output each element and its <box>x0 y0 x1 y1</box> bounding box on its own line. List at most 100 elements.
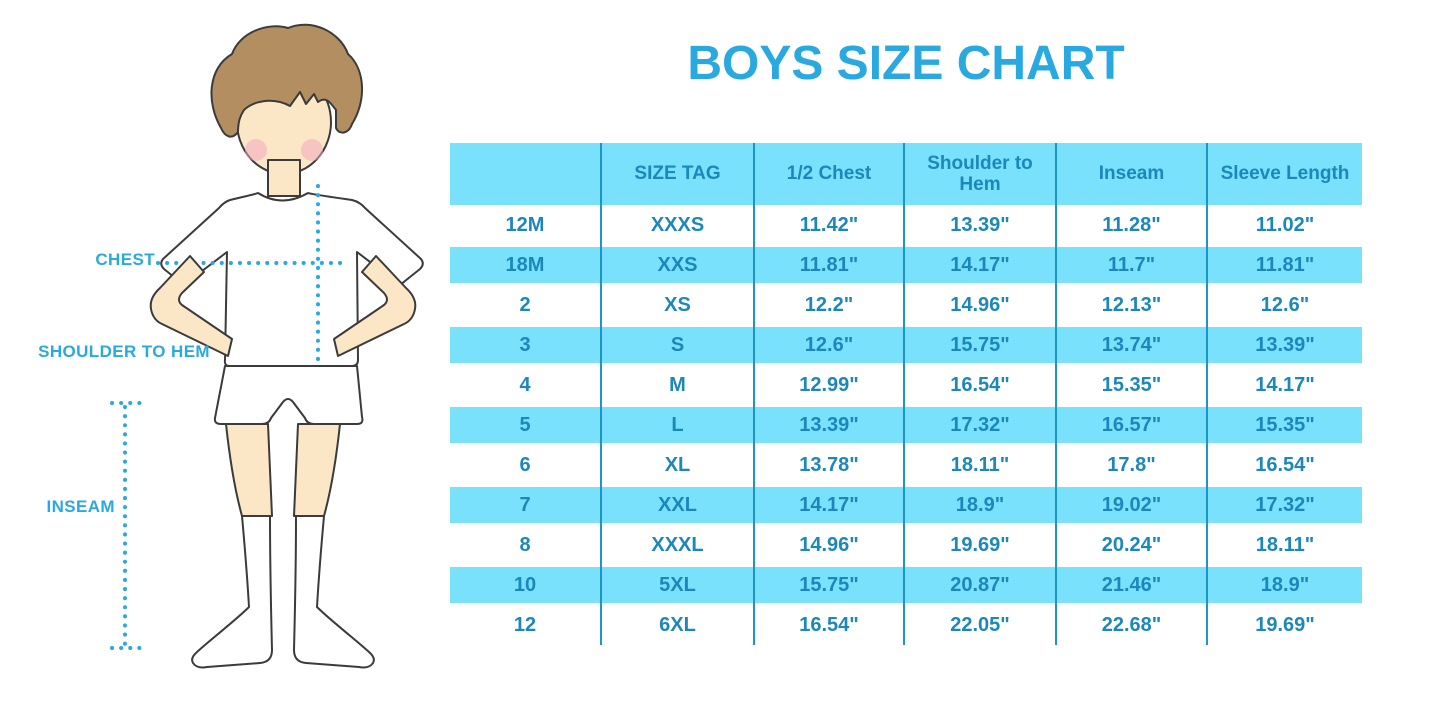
right-sock <box>293 515 375 669</box>
left-leg <box>225 423 273 517</box>
chest-label: CHEST <box>95 250 155 269</box>
value-cell: 12.99" <box>755 365 905 405</box>
value-cell: 11.81" <box>755 245 905 285</box>
value-cell: XXXL <box>602 525 755 565</box>
value-cell: 16.54" <box>905 365 1057 405</box>
table-row: 12 6XL 16.54" 22.05" 22.68" 19.69" <box>450 605 1362 645</box>
value-cell: 5XL <box>602 565 755 605</box>
value-cell: 22.05" <box>905 605 1057 645</box>
header-cell: Inseam <box>1057 143 1208 205</box>
right-arm <box>333 255 417 357</box>
table-header-row: SIZE TAG 1/2 Chest Shoulder to Hem Inseam Sl… <box>450 143 1362 205</box>
table-row: 3 S 12.6" 15.75" 13.74" 13.39" <box>450 325 1362 365</box>
value-cell: 12.13" <box>1057 285 1208 325</box>
value-cell: 11.42" <box>755 205 905 245</box>
table-row: 7 XXL 14.17" 18.9" 19.02" 17.32" <box>450 485 1362 525</box>
value-cell: 16.54" <box>1255 453 1315 476</box>
value-cell: XXS <box>602 245 755 285</box>
table-row: 6 XL 13.78" 18.11" 17.8" 16.54" <box>450 445 1362 485</box>
header-cell <box>450 143 602 205</box>
value-cell: 14.96" <box>755 525 905 565</box>
value-cell: 18.11" <box>905 445 1057 485</box>
size-chart-table: SIZE TAG 1/2 Chest Shoulder to Hem Inseam Sl… <box>450 143 1362 645</box>
value-cell: 19.02" <box>1057 485 1208 525</box>
value-cell: XL <box>602 445 755 485</box>
value-cell: XS <box>602 285 755 325</box>
value-cell: 18.9" <box>905 485 1057 525</box>
size-label-cell: 18M <box>450 245 602 285</box>
value-cell: 12.2" <box>755 285 905 325</box>
boy-illustration <box>110 23 424 669</box>
size-label-cell: 2 <box>450 285 602 325</box>
value-cell: 20.87" <box>905 565 1057 605</box>
value-cell: 14.17" <box>905 245 1057 285</box>
value-cell: 13.74" <box>1057 325 1208 365</box>
table-row: 2 XS 12.2" 14.96" 12.13" 12.6" <box>450 285 1362 325</box>
value-cell: 16.54" <box>755 605 905 645</box>
value-cell: 13.78" <box>755 445 905 485</box>
value-cell: 11.7" <box>1057 245 1208 285</box>
value-cell: 12.6" <box>755 325 905 365</box>
header-cell: SIZE TAG <box>602 143 755 205</box>
value-cell: S <box>602 325 755 365</box>
value-cell: M <box>602 365 755 405</box>
value-cell: 11.81" <box>1208 245 1362 285</box>
size-label-cell: 10 <box>450 565 602 605</box>
value-cell: 14.96" <box>905 285 1057 325</box>
measurement-figure: CHEST SHOULDER TO HEM INSEAM <box>0 0 460 723</box>
blush-left <box>245 139 267 161</box>
value-cell: 6XL <box>602 605 755 645</box>
value-cell: 13.39" <box>1208 325 1362 365</box>
value-cell: 17.8" <box>1057 445 1208 485</box>
value-cell: 14.17" <box>1255 373 1315 396</box>
value-cell: 18.11" <box>1255 533 1315 556</box>
value-cell: 15.35" <box>1057 365 1208 405</box>
size-label-cell: 3 <box>450 325 602 365</box>
size-label-cell: 4 <box>450 365 602 405</box>
value-cell: XXXS <box>602 205 755 245</box>
left-sock <box>191 515 273 669</box>
hair <box>210 23 363 138</box>
value-cell: 17.32" <box>905 405 1057 445</box>
size-label-cell: 6 <box>450 445 602 485</box>
blush-right <box>301 139 323 161</box>
shoulder-to-hem-label: SHOULDER TO HEM <box>38 342 210 361</box>
size-label-cell: 8 <box>450 525 602 565</box>
header-cell: Sleeve Length <box>1220 163 1350 185</box>
size-label-cell: 12 <box>450 605 602 645</box>
value-cell: 15.75" <box>905 325 1057 365</box>
table-row: 4 M 12.99" 16.54" 15.35" 14.17" <box>450 365 1362 405</box>
table-row: 18M XXS 11.81" 14.17" 11.7" 11.81" <box>450 245 1362 285</box>
value-cell: 11.02" <box>1255 213 1315 236</box>
value-cell: 22.68" <box>1057 605 1208 645</box>
right-leg <box>293 423 341 517</box>
table-row: 12M XXXS 11.42" 13.39" 11.28" 11.02" <box>450 205 1362 245</box>
value-cell: 18.9" <box>1208 565 1362 605</box>
table-row: 10 5XL 15.75" 20.87" 21.46" 18.9" <box>450 565 1362 605</box>
page-title: BOYS SIZE CHART <box>687 37 1125 90</box>
value-cell: 12.6" <box>1260 293 1310 316</box>
size-label-cell: 7 <box>450 485 602 525</box>
size-label-cell: 12M <box>450 205 602 245</box>
size-label-cell: 5 <box>450 405 602 445</box>
value-cell: 13.39" <box>905 205 1057 245</box>
value-cell: 15.35" <box>1208 405 1362 445</box>
value-cell: 16.57" <box>1057 405 1208 445</box>
value-cell: 19.69" <box>905 525 1057 565</box>
left-arm <box>149 255 233 357</box>
value-cell: XXL <box>602 485 755 525</box>
table-row: 8 XXXL 14.96" 19.69" 20.24" 18.11" <box>450 525 1362 565</box>
table-row: 5 L 13.39" 17.32" 16.57" 15.35" <box>450 405 1362 445</box>
inseam-label: INSEAM <box>46 497 115 516</box>
value-cell: 21.46" <box>1057 565 1208 605</box>
value-cell: 13.39" <box>755 405 905 445</box>
value-cell: 17.32" <box>1208 485 1362 525</box>
value-cell: 19.69" <box>1255 613 1315 636</box>
value-cell: 14.17" <box>755 485 905 525</box>
header-cell: Shoulder to Hem <box>905 143 1057 205</box>
value-cell: L <box>602 405 755 445</box>
shorts <box>213 365 364 425</box>
value-cell: 15.75" <box>755 565 905 605</box>
neck <box>267 159 301 197</box>
